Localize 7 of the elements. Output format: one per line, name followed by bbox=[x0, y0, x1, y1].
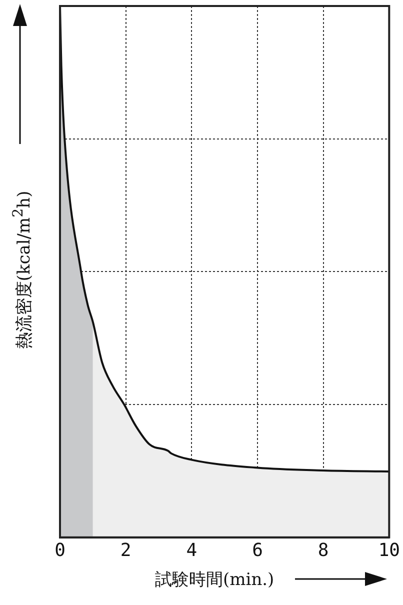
x-tick-label: 6 bbox=[252, 540, 263, 561]
x-axis-title: 試験時間(min.) bbox=[155, 569, 274, 591]
x-tick-label: 10 bbox=[378, 540, 400, 561]
x-tick-label: 0 bbox=[54, 540, 66, 561]
x-tick-label: 8 bbox=[318, 540, 329, 561]
x-tick-label: 2 bbox=[120, 540, 132, 561]
x-tick-label: 4 bbox=[186, 540, 198, 561]
